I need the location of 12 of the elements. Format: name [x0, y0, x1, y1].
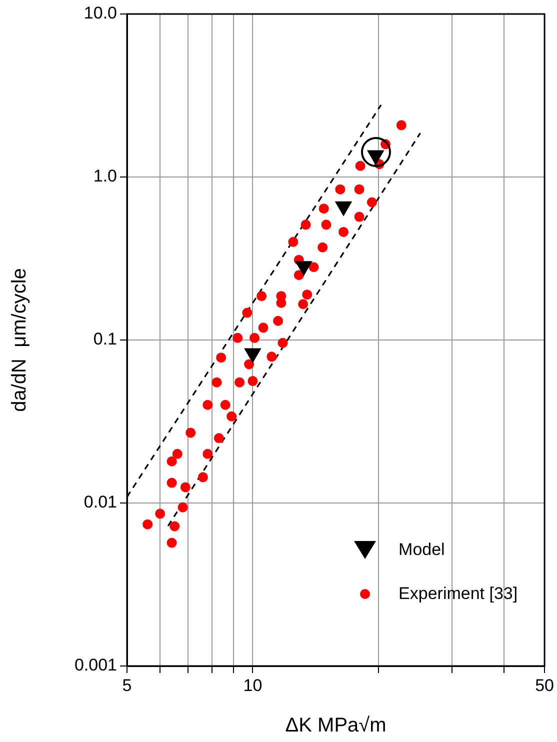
- x-tick-label: 10: [243, 676, 262, 695]
- y-tick-label: 0.001: [74, 656, 117, 675]
- legend-label: Model: [398, 540, 445, 560]
- x-tick-label: 50: [535, 676, 554, 695]
- y-axis-title: da/dN μm/cycle: [8, 268, 31, 412]
- y-tick-label: 0.1: [93, 330, 117, 349]
- y-tick-label: 0.01: [84, 492, 117, 512]
- y-tick-label: 10.0: [84, 4, 117, 23]
- legend-label: Experiment [33]: [398, 584, 518, 604]
- x-tick-label: 5: [122, 676, 132, 695]
- x-axis-title: ΔK MPa√m: [285, 714, 386, 737]
- y-tick-label: 1.0: [93, 166, 117, 186]
